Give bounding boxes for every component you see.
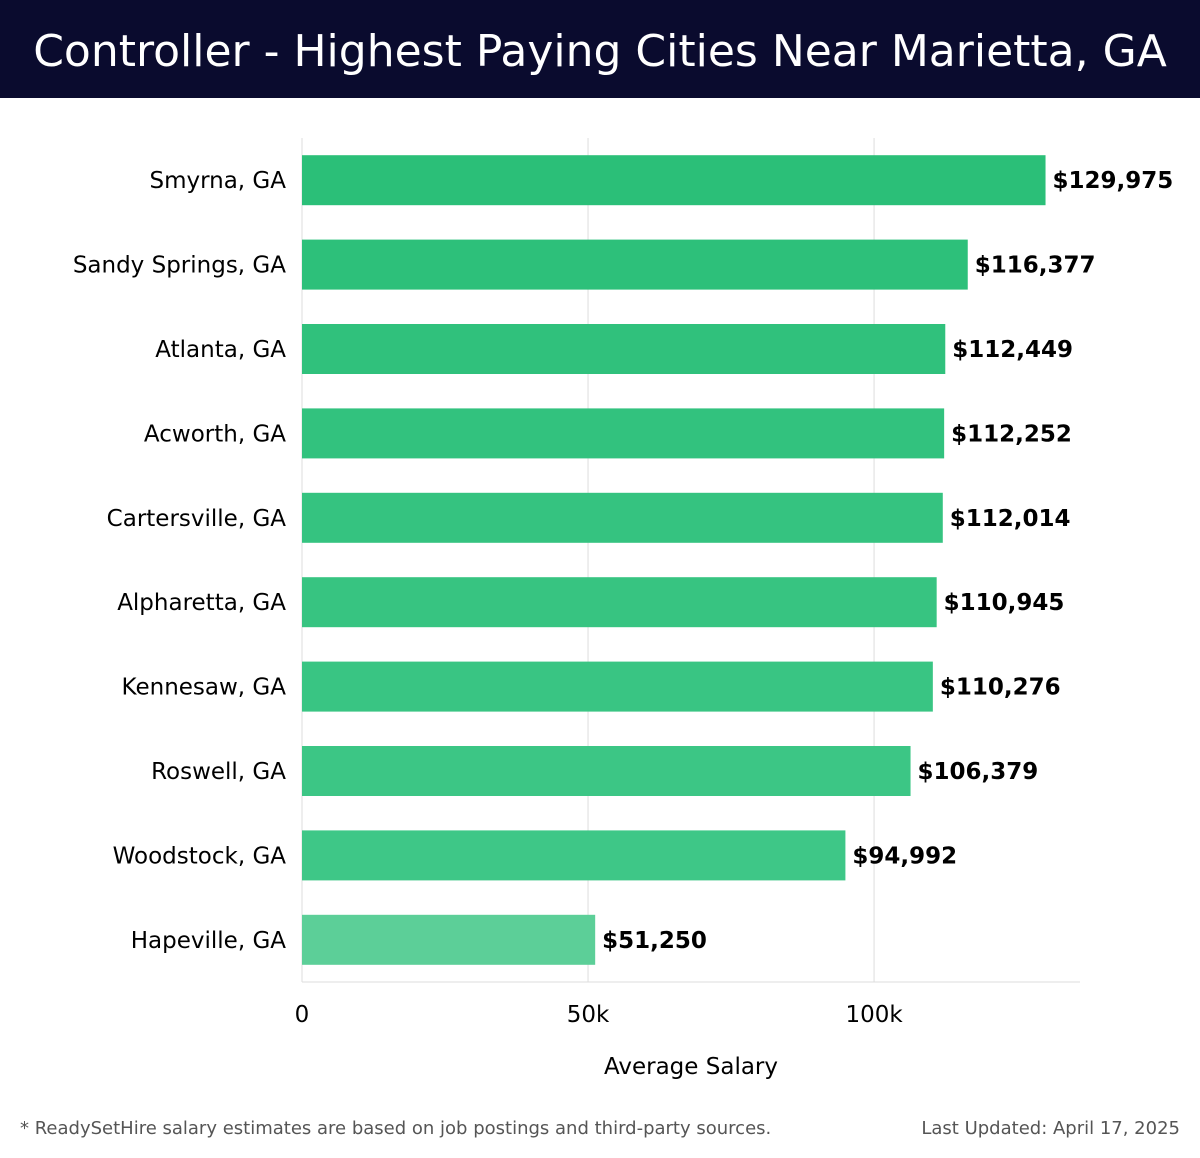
footer-disclaimer: * ReadySetHire salary estimates are base… (20, 1118, 772, 1139)
bar-8 (302, 830, 846, 881)
category-label-2: Atlanta, GA (155, 337, 286, 363)
x-tick-label-0: 0 (295, 1002, 310, 1028)
value-label-3: $112,252 (951, 421, 1072, 447)
value-label-0: $129,975 (1053, 168, 1174, 194)
category-label-7: Roswell, GA (151, 759, 286, 785)
value-label-9: $51,250 (602, 928, 707, 954)
bar-5 (302, 577, 937, 628)
header-bar: Controller - Highest Paying Cities Near … (0, 0, 1200, 98)
salary-bar-chart: Smyrna, GA $129,975 Sandy Springs, GA $116,… (73, 138, 1174, 1080)
bar-2 (302, 324, 946, 374)
category-label-5: Alpharetta, GA (117, 590, 286, 616)
value-label-4: $112,014 (950, 506, 1071, 532)
bar-3 (302, 408, 945, 459)
x-tick-label-1: 50k (567, 1002, 610, 1028)
bar-1 (302, 239, 968, 290)
bar-4 (302, 492, 943, 543)
category-label-8: Woodstock, GA (113, 843, 287, 869)
x-tick-label-2: 100k (845, 1002, 903, 1028)
bar-6 (302, 661, 933, 712)
value-label-7: $106,379 (918, 759, 1039, 785)
value-label-2: $112,449 (952, 337, 1073, 363)
value-label-5: $110,945 (944, 590, 1065, 616)
x-axis-title: Average Salary (604, 1054, 778, 1080)
category-label-4: Cartersville, GA (107, 506, 287, 532)
bar-0 (302, 155, 1046, 206)
category-label-9: Hapeville, GA (131, 928, 287, 954)
bar-7 (302, 746, 911, 796)
value-label-8: $94,992 (852, 843, 957, 869)
category-label-1: Sandy Springs, GA (73, 253, 286, 279)
category-label-6: Kennesaw, GA (122, 675, 287, 701)
page-title: Controller - Highest Paying Cities Near … (33, 26, 1167, 77)
category-label-0: Smyrna, GA (149, 168, 286, 194)
footer-last-updated: Last Updated: April 17, 2025 (921, 1118, 1180, 1139)
category-label-3: Acworth, GA (144, 421, 286, 447)
value-label-1: $116,377 (975, 253, 1096, 279)
value-label-6: $110,276 (940, 675, 1061, 701)
bar-9 (302, 914, 596, 965)
